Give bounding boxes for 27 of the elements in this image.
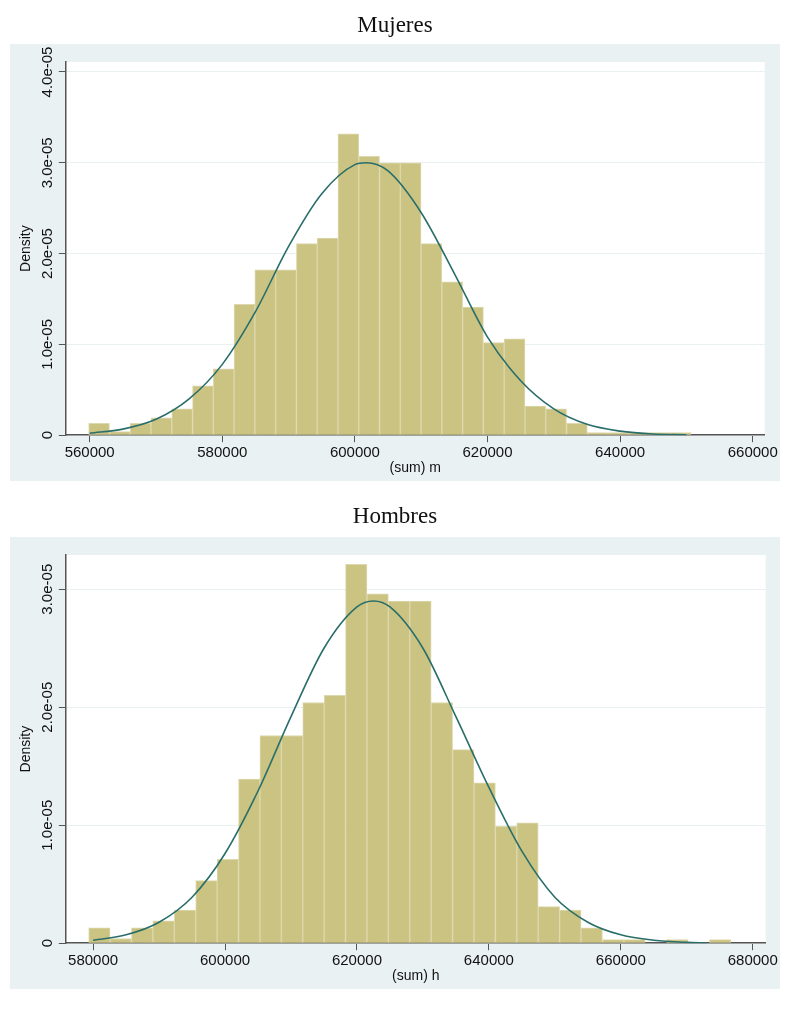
y-tick-label: 1.0e-05	[38, 318, 56, 370]
y-tick-label: 1.0e-05	[38, 799, 56, 851]
x-tick-label: 580000	[197, 443, 248, 461]
x-axis-title: (sum) h	[392, 967, 440, 984]
x-tick-label: 660000	[595, 951, 646, 969]
y-tick-label: 2.0e-05	[38, 681, 56, 733]
y-tick-label: 2.0e-05	[38, 228, 56, 280]
x-tick-label: 680000	[727, 951, 778, 969]
chart-title: Mujeres	[356, 11, 434, 39]
x-tick-label: 560000	[64, 443, 115, 461]
x-tick-label: 640000	[595, 443, 646, 461]
x-tick-label: 620000	[331, 951, 382, 969]
x-tick-label: 660000	[727, 443, 778, 461]
y-tick-label: 3.0e-05	[38, 563, 56, 615]
y-tick-label: 3.0e-05	[38, 137, 56, 189]
x-tick-label: 580000	[68, 951, 119, 969]
chart-title: Hombres	[351, 502, 439, 530]
y-tick-label: 0	[38, 939, 56, 948]
y-axis-title: Density	[17, 725, 34, 773]
x-tick-label: 620000	[462, 443, 513, 461]
y-tick-label: 4.0e-05	[38, 46, 56, 98]
x-axis-title: (sum) m	[389, 459, 441, 476]
x-tick-label: 600000	[200, 951, 251, 969]
x-tick-label: 640000	[463, 951, 514, 969]
x-tick-label: 600000	[329, 443, 380, 461]
y-axis-title: Density	[17, 225, 34, 272]
y-tick-label: 0	[38, 431, 56, 440]
